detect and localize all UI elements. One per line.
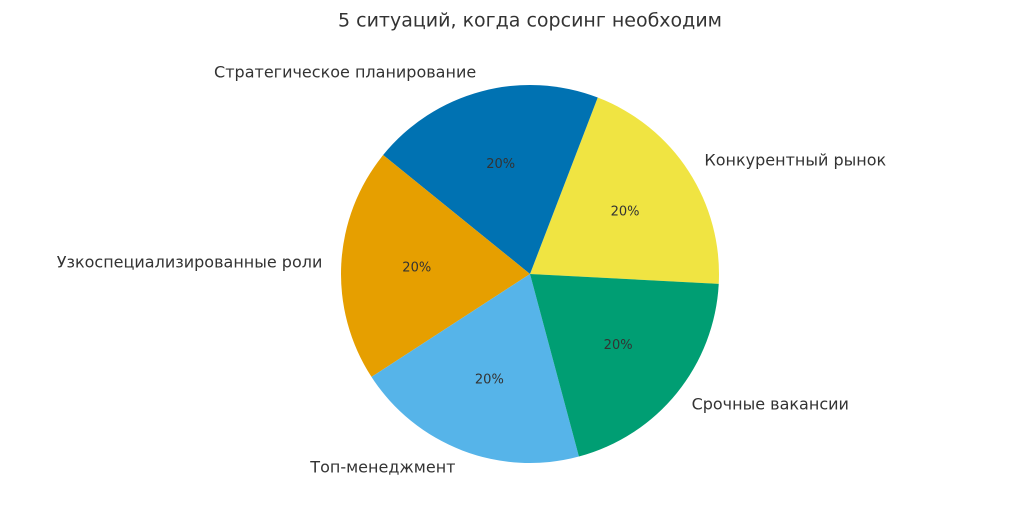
pie-slice bbox=[530, 274, 719, 457]
pie-slice bbox=[530, 97, 719, 284]
slice-label: Стратегическое планирование bbox=[214, 63, 476, 82]
slice-label: Узкоспециализированные роли bbox=[57, 253, 323, 272]
chart-title: 5 ситуаций, когда сорсинг необходим bbox=[338, 10, 722, 32]
percent-label: 20% bbox=[611, 205, 640, 220]
pie-slice bbox=[341, 155, 530, 377]
percent-label: 20% bbox=[604, 338, 633, 353]
slice-label: Срочные вакансии bbox=[692, 394, 849, 413]
pie-slice bbox=[371, 274, 579, 463]
percent-label: 20% bbox=[486, 157, 515, 172]
slice-label: Конкурентный рынок bbox=[704, 150, 886, 169]
percent-label: 20% bbox=[402, 261, 431, 276]
percent-label: 20% bbox=[475, 372, 504, 387]
slice-label: Топ-менеджмент bbox=[309, 458, 455, 477]
pie-slice bbox=[383, 84, 598, 274]
